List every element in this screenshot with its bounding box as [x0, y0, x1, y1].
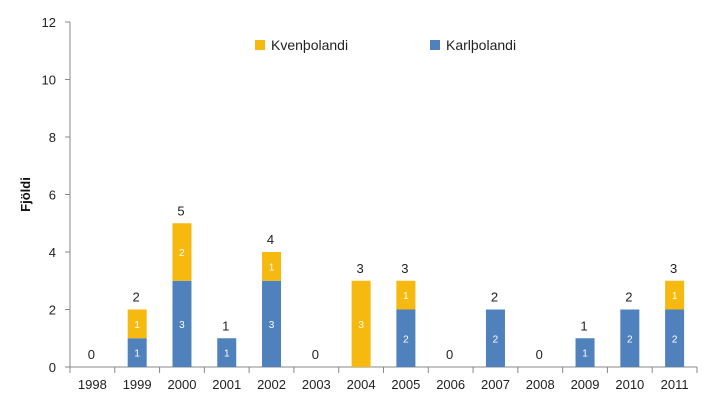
bars: 0 1 1 2 3 2 5 1 1 3 1 4 0 3 3 2 1 3 0 2 2 0 1 1 2 2 2 1 3: [88, 203, 685, 367]
y-tick-label: 12: [42, 15, 56, 30]
bar-total-label: 1: [580, 318, 587, 333]
bar-segment-label: 1: [672, 291, 678, 302]
y-tick-label: 8: [49, 130, 56, 145]
bar-segment: [485, 309, 505, 367]
bar-segment: [262, 280, 282, 367]
y-tick-label: 4: [49, 245, 56, 260]
bar-total-label: 4: [267, 232, 274, 247]
y-tick-label: 10: [42, 73, 56, 88]
legend-label: Kvenþolandi: [271, 37, 348, 53]
bar-segment-label: 1: [269, 262, 275, 273]
x-tick-label: 2004: [347, 377, 376, 392]
bar-segment-label: 2: [672, 334, 678, 345]
y-axis-label: Fjöldi: [18, 177, 33, 212]
x-tick-label: 2006: [436, 377, 465, 392]
x-tick-label: 1999: [123, 377, 152, 392]
bar-total-label: 3: [356, 261, 363, 276]
bar-segment-label: 1: [134, 349, 140, 360]
x-tick-label: 1998: [78, 377, 107, 392]
bar-segment: [127, 309, 147, 339]
bar-segment: [351, 280, 371, 367]
bar-segment-label: 1: [403, 291, 409, 302]
legend-label: Karlþolandi: [446, 37, 516, 53]
bar-segment-label: 2: [627, 334, 633, 345]
legend-swatch: [255, 40, 265, 50]
bar-total-label: 1: [222, 318, 229, 333]
bar-segment-label: 1: [134, 320, 140, 331]
bar-segment-label: 3: [358, 320, 364, 331]
bar-segment-label: 2: [403, 334, 409, 345]
bar-segment: [620, 309, 640, 367]
bar-total-label: 0: [536, 347, 543, 362]
bar-segment-label: 2: [179, 248, 185, 259]
y-tick-label: 0: [49, 360, 56, 375]
bar-segment-label: 1: [224, 349, 230, 360]
bar-segment: [172, 280, 192, 367]
bar-total-label: 3: [401, 261, 408, 276]
bar-segment: [217, 338, 237, 367]
x-axis-ticks: 1998 1999 2000 2001 2002 2003 2004 2005 2006 2007…: [69, 367, 698, 392]
bar-segment: [396, 280, 416, 310]
x-tick-label: 2009: [571, 377, 600, 392]
x-tick-label: 2011: [661, 377, 689, 392]
x-tick-label: 2007: [481, 377, 510, 392]
y-tick-label: 2: [49, 303, 56, 318]
bar-segment: [172, 223, 192, 281]
legend: Kvenþolandi Karlþolandi: [255, 37, 516, 53]
bar-total-label: 0: [312, 347, 319, 362]
bar-total-label: 2: [491, 290, 498, 305]
bar-segment-label: 3: [179, 320, 185, 331]
bar-total-label: 0: [446, 347, 453, 362]
bar-segment: [575, 338, 595, 367]
bar-total-label: 5: [177, 203, 184, 218]
bar-segment-label: 1: [582, 349, 588, 360]
x-tick-label: 2005: [391, 377, 420, 392]
bar-segment: [396, 309, 416, 367]
bar-total-label: 2: [625, 290, 632, 305]
bar-total-label: 0: [88, 347, 95, 362]
y-axis-ticks: 0 2 4 6 8 10 12: [42, 15, 70, 375]
legend-swatch: [430, 40, 440, 50]
bar-segment-label: 2: [493, 334, 499, 345]
bar-segment: [127, 338, 147, 367]
x-tick-label: 2002: [257, 377, 286, 392]
bar-segment: [665, 309, 685, 367]
bar-segment: [262, 252, 282, 281]
bar-segment: [665, 280, 685, 310]
chart-axes: [69, 22, 697, 368]
y-tick-label: 6: [49, 188, 56, 203]
x-tick-label: 2008: [526, 377, 555, 392]
x-tick-label: 2003: [302, 377, 331, 392]
bar-segment-label: 3: [269, 320, 275, 331]
bar-total-label: 3: [670, 261, 677, 276]
bar-total-label: 2: [133, 290, 140, 305]
x-tick-label: 2010: [615, 377, 644, 392]
x-tick-label: 2001: [212, 377, 241, 392]
x-tick-label: 2000: [168, 377, 197, 392]
